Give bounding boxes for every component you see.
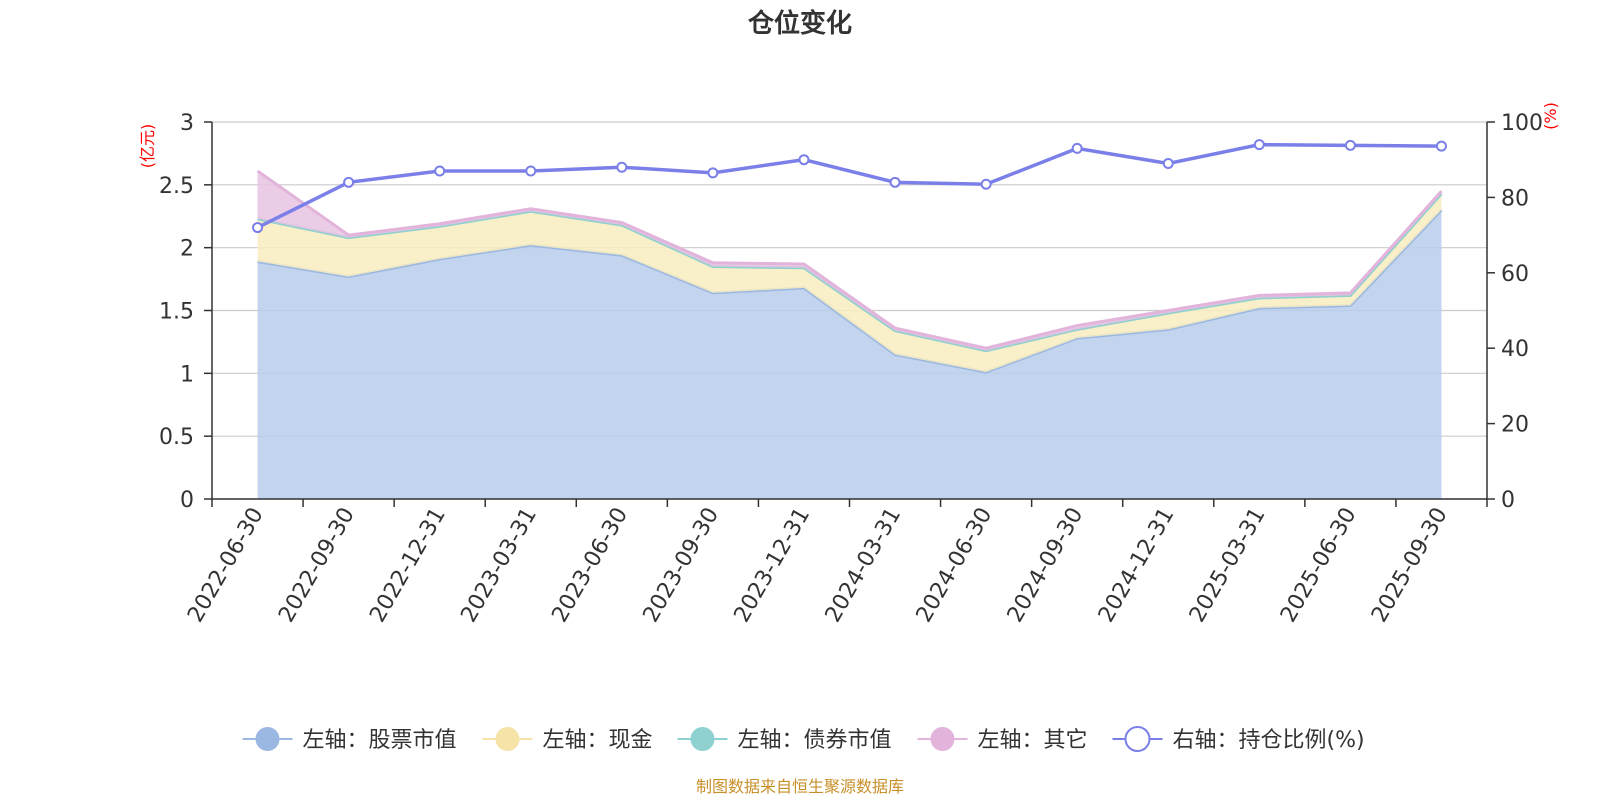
data-source-note: 制图数据来自恒生聚源数据库 [696, 777, 904, 796]
ratio-point[interactable] [980, 178, 992, 190]
legend-marker [255, 727, 280, 751]
left-tick-label: 0 [180, 488, 194, 513]
ratio-point[interactable] [252, 222, 264, 234]
x-tick-label: 2024-09-30 [1003, 504, 1089, 627]
legend[interactable]: 左轴：股票市值 左轴：现金 左轴：债券市值 左轴：其它 右轴：持仓比例(%) [242, 726, 1365, 753]
x-tick-label: 2025-09-30 [1367, 504, 1453, 627]
left-tick-label: 0.5 [159, 425, 194, 450]
legend-item[interactable]: 左轴：其它 [917, 727, 1088, 753]
legend-marker [495, 727, 520, 751]
ratio-point[interactable] [616, 161, 628, 173]
ratio-point[interactable] [1435, 140, 1447, 152]
area-series [256, 169, 1443, 499]
right-axis-unit: (%) [1541, 102, 1560, 130]
ratio-point[interactable] [434, 165, 446, 177]
ratio-point[interactable] [707, 167, 719, 179]
x-tick-label: 2022-06-30 [183, 504, 269, 627]
x-tick-label: 2023-12-31 [730, 504, 816, 627]
legend-label: 左轴：现金 [543, 728, 653, 753]
x-tick-label: 2023-06-30 [547, 504, 633, 627]
ratio-line-series [252, 139, 1447, 234]
legend-label: 左轴：其它 [978, 728, 1088, 753]
legend-marker [1124, 726, 1151, 752]
area-line-3 [256, 169, 1443, 350]
left-tick-label: 3 [180, 111, 194, 136]
right-tick-label: 20 [1501, 413, 1529, 438]
x-tick-label: 2024-03-31 [821, 503, 907, 626]
right-tick-label: 80 [1501, 186, 1529, 211]
x-tick-label: 2024-06-30 [912, 504, 998, 627]
x-tick-label: 2023-03-31 [456, 504, 542, 627]
x-tick-label: 2025-06-30 [1276, 504, 1362, 627]
ratio-line [256, 142, 1442, 230]
ratio-point[interactable] [1344, 139, 1356, 151]
ratio-point[interactable] [1071, 142, 1083, 154]
legend-marker [690, 727, 715, 751]
legend-item[interactable]: 左轴：现金 [482, 727, 653, 753]
x-tick-label: 2024-12-31 [1094, 504, 1180, 627]
ratio-point[interactable] [525, 165, 537, 177]
left-axis-unit: (亿元) [138, 124, 157, 169]
legend-item[interactable]: 左轴：债券市值 [677, 727, 892, 753]
right-tick-label: 0 [1501, 488, 1515, 513]
x-tick-label: 2022-09-30 [274, 504, 360, 627]
left-tick-label: 1 [180, 362, 194, 387]
legend-label: 左轴：债券市值 [738, 728, 892, 753]
ratio-point[interactable] [343, 176, 355, 188]
left-tick-label: 1.5 [159, 300, 194, 325]
ratio-point[interactable] [1162, 157, 1174, 169]
legend-label: 左轴：股票市值 [303, 728, 457, 753]
ratio-point[interactable] [798, 154, 810, 166]
legend-item[interactable]: 左轴：股票市值 [242, 727, 457, 753]
x-tick-label: 2022-12-31 [365, 504, 451, 627]
right-tick-label: 40 [1501, 337, 1529, 362]
ratio-point[interactable] [1253, 139, 1265, 151]
legend-item[interactable]: 右轴：持仓比例(%) [1112, 726, 1365, 753]
left-tick-label: 2.5 [159, 174, 194, 199]
area-fill-0 [257, 209, 1442, 499]
legend-label: 右轴：持仓比例(%) [1173, 728, 1365, 753]
left-tick-label: 2 [180, 237, 194, 262]
right-tick-label: 100 [1501, 111, 1543, 136]
area-fill-1 [257, 193, 1442, 373]
chart-title: 仓位变化 [747, 8, 852, 39]
legend-marker [930, 727, 955, 751]
ratio-point[interactable] [889, 176, 901, 188]
right-tick-label: 60 [1501, 262, 1529, 287]
x-tick-label: 2023-09-30 [639, 504, 725, 627]
x-tick-label: 2025-03-31 [1185, 504, 1271, 627]
